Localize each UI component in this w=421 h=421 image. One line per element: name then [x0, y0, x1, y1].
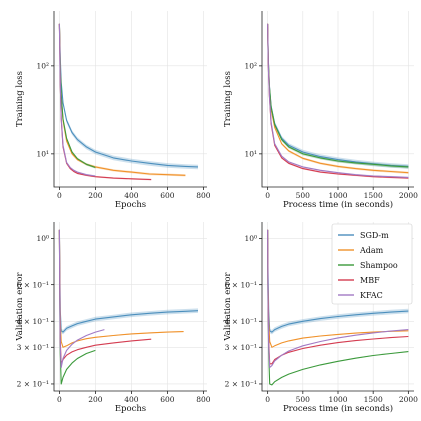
panel-bottom-left: 0 200 400 600 800 10⁰ 6 × 10⁻¹ 4 × 10⁻¹ 3 × 10⁻¹…	[15, 222, 211, 414]
x-tick-label: 1500	[364, 191, 383, 200]
legend-label: KFAC	[360, 291, 383, 300]
series-band-shampoo	[59, 229, 96, 385]
series-line-sgd-m	[58, 23, 199, 168]
y-tick-label: 3 × 10⁻¹	[17, 343, 49, 352]
x-tick-label: 1000	[328, 191, 347, 200]
series-band-sgd-m	[59, 227, 199, 335]
y-tick-label: 2 × 10⁻¹	[225, 380, 257, 389]
y-tick-label: 10⁰	[244, 234, 257, 243]
x-axis-label: Process time (in seconds)	[283, 403, 393, 414]
y-axis-label: Training loss	[223, 71, 233, 127]
x-tick-label: 0	[57, 395, 62, 404]
x-tick-label: 1500	[364, 395, 383, 404]
x-tick-label: 800	[196, 395, 211, 404]
y-tick-label: 6 × 10⁻¹	[17, 280, 49, 289]
y-tick-label: 10²	[244, 61, 257, 70]
x-axis-label: Epochs	[115, 404, 146, 414]
legend-label: Adam	[359, 246, 384, 255]
y-axis-label: Validation error	[15, 271, 25, 341]
x-tick-label: 200	[88, 395, 103, 404]
x-tick-label: 0	[57, 191, 62, 200]
y-tick-label: 6 × 10⁻¹	[225, 280, 257, 289]
axis-spines	[261, 222, 414, 392]
x-axis-label: Process time (in seconds)	[283, 199, 393, 210]
series-band-shampoo	[59, 22, 96, 169]
y-tick-label: 2 × 10⁻¹	[17, 380, 49, 389]
y-tick-label: 4 × 10⁻¹	[17, 317, 49, 326]
x-tick-label: 2000	[399, 395, 418, 404]
x-tick-label: 200	[88, 191, 103, 200]
y-tick-label: 10¹	[36, 149, 49, 158]
series-line-adam	[58, 23, 186, 176]
series-line-kfac	[267, 23, 409, 178]
series-line-adam	[58, 229, 184, 348]
legend-label: Shampoo	[360, 261, 398, 270]
x-tick-label: 500	[296, 191, 311, 200]
series-line-kfac	[267, 229, 409, 369]
y-axis-label: Validation error	[223, 271, 233, 341]
y-tick-label: 10²	[36, 61, 49, 70]
x-tick-label: 600	[160, 395, 175, 404]
x-axis-label: Epochs	[115, 200, 146, 210]
x-tick-label: 400	[124, 395, 139, 404]
x-tick-label: 500	[296, 395, 311, 404]
series-band-adam	[59, 229, 184, 348]
series-line-kfac	[58, 229, 105, 369]
y-tick-label: 4 × 10⁻¹	[225, 317, 257, 326]
y-axis-label: Training loss	[15, 71, 25, 127]
x-tick-label: 800	[196, 191, 211, 200]
panel-bottom-right: 0 500 1000 1500 2000 10⁰ 6 × 10⁻¹ 4 × 10⁻¹ 3 × 1…	[223, 222, 418, 414]
series-band-adam	[59, 22, 186, 177]
series-line-shampoo	[58, 23, 96, 169]
legend-label: SGD-m	[360, 231, 389, 240]
legend-box	[331, 223, 413, 305]
x-tick-label: 1000	[328, 395, 347, 404]
x-tick-label: 600	[160, 191, 175, 200]
x-tick-label: 2000	[399, 191, 418, 200]
axis-spines	[53, 11, 207, 188]
y-tick-label: 10⁰	[36, 234, 49, 243]
legend: SGD-m Adam Shampoo MBF KFAC	[331, 223, 413, 305]
series-band-sgd-m	[59, 21, 199, 170]
y-tick-label: 3 × 10⁻¹	[225, 343, 257, 352]
axis-spines	[261, 11, 414, 188]
x-tick-label: 0	[265, 395, 270, 404]
panel-top-left: 0 200 400 600 800 10¹ 10² Epochs Training loss	[15, 11, 211, 210]
y-tick-label: 10¹	[244, 149, 257, 158]
panel-top-right: 0 500 1000 1500 2000 10¹ 10² Process time (in s…	[223, 11, 418, 210]
series-line-shampoo	[58, 229, 96, 385]
x-tick-label: 400	[124, 191, 139, 200]
x-tick-label: 0	[265, 191, 270, 200]
axis-spines	[53, 222, 207, 392]
series-line-kfac	[58, 23, 96, 177]
legend-label: MBF	[360, 276, 380, 285]
